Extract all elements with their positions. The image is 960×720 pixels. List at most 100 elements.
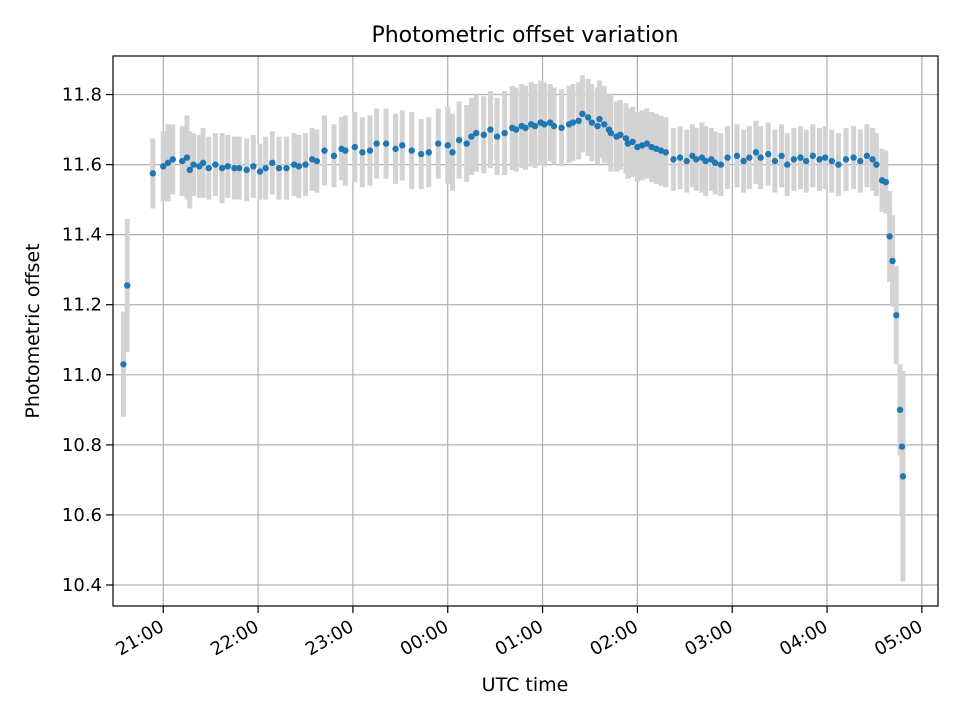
- data-point: [531, 122, 539, 130]
- data-point: [816, 156, 823, 163]
- data-point: [205, 164, 212, 172]
- data-point: [463, 140, 470, 147]
- data-point: [493, 133, 501, 140]
- data-point: [711, 159, 719, 167]
- data-point: [501, 129, 508, 137]
- data-point: [828, 157, 835, 165]
- data-point: [617, 131, 624, 139]
- data-point: [541, 121, 548, 128]
- data-point: [224, 163, 231, 170]
- data-point: [321, 147, 328, 154]
- x-axis-label: UTC time: [482, 674, 569, 696]
- data-point: [882, 178, 890, 186]
- data-point: [757, 154, 764, 161]
- data-point: [487, 126, 494, 133]
- data-point: [408, 147, 415, 154]
- data-point: [802, 157, 810, 165]
- data-point: [444, 142, 451, 149]
- data-point: [342, 147, 349, 154]
- data-point: [765, 150, 772, 158]
- data-point: [601, 121, 608, 128]
- data-point: [886, 233, 893, 240]
- data-point: [662, 149, 670, 156]
- data-point: [692, 156, 700, 163]
- data-point: [873, 161, 880, 168]
- y-axis-label: Photometric offset: [22, 243, 44, 418]
- data-point: [643, 140, 651, 147]
- data-point: [752, 149, 760, 156]
- data-point: [212, 161, 219, 168]
- data-point: [717, 161, 725, 168]
- y-tick-label: 11.2: [62, 295, 102, 316]
- data-point: [472, 129, 480, 137]
- data-point: [231, 164, 238, 172]
- data-point: [869, 156, 876, 163]
- data-point: [425, 149, 432, 156]
- data-point: [724, 154, 731, 161]
- data-point: [733, 152, 741, 160]
- data-point: [784, 161, 791, 168]
- data-point: [522, 124, 529, 132]
- data-point: [512, 126, 520, 133]
- data-point: [275, 164, 283, 172]
- data-point: [569, 119, 577, 126]
- data-point: [670, 156, 677, 163]
- data-point: [186, 166, 194, 174]
- y-tick-label: 11.4: [62, 225, 102, 246]
- data-point: [373, 140, 380, 147]
- data-point: [821, 154, 829, 161]
- data-point: [797, 154, 804, 161]
- data-point: [809, 152, 817, 160]
- y-tick-label: 10.8: [62, 435, 102, 456]
- data-point: [746, 154, 753, 161]
- data-points: [120, 110, 907, 480]
- data-point: [676, 154, 684, 161]
- data-point: [558, 124, 565, 132]
- data-point: [584, 114, 592, 121]
- data-point: [607, 129, 615, 137]
- data-point: [702, 157, 709, 165]
- data-point: [149, 170, 157, 177]
- data-point: [455, 136, 463, 144]
- y-tick-label: 10.6: [62, 505, 102, 526]
- data-point: [366, 147, 374, 154]
- data-point: [417, 150, 425, 158]
- data-point: [550, 122, 558, 130]
- data-point: [120, 361, 127, 368]
- data-point: [169, 156, 176, 163]
- y-ticks: 10.4 10.6 10.8 11.0 11.2 11.4 11.6 11.8: [62, 85, 113, 596]
- data-point: [579, 110, 586, 118]
- y-tick-label: 11.6: [62, 155, 102, 176]
- data-point: [449, 149, 456, 156]
- data-point: [575, 117, 582, 125]
- axes-frame: [112, 55, 939, 607]
- data-point: [863, 152, 871, 160]
- data-point: [896, 406, 904, 414]
- y-tick-label: 11.8: [62, 85, 102, 106]
- data-point: [199, 159, 207, 167]
- data-point: [256, 168, 264, 175]
- data-point: [596, 115, 603, 123]
- data-point: [218, 164, 226, 172]
- data-point: [740, 157, 747, 165]
- data-point: [468, 133, 475, 140]
- y-tick-label: 10.4: [62, 575, 102, 596]
- data-point: [313, 157, 321, 165]
- data-point: [183, 154, 191, 161]
- data-point: [235, 164, 243, 172]
- data-point: [295, 163, 303, 170]
- data-point: [790, 156, 798, 163]
- data-point: [330, 152, 338, 160]
- data-point: [250, 163, 257, 170]
- data-point: [124, 282, 131, 289]
- data-point: [629, 138, 636, 146]
- data-point: [850, 154, 857, 161]
- data-point: [392, 145, 399, 153]
- data-point: [160, 163, 167, 170]
- data-point: [262, 164, 269, 172]
- data-point: [594, 122, 601, 130]
- data-point: [351, 143, 359, 151]
- data-point: [269, 159, 276, 167]
